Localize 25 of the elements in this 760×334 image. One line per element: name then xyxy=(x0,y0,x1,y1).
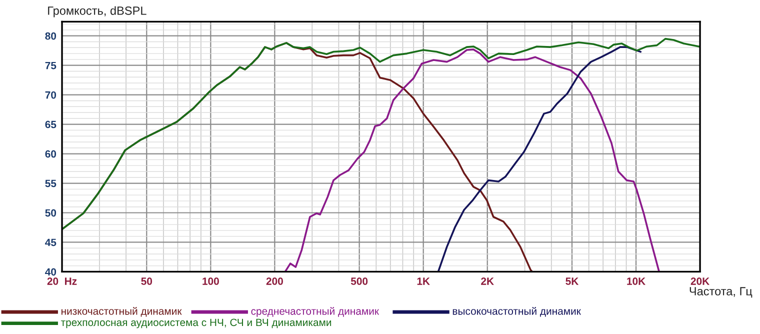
x-tick-label: 50 xyxy=(141,278,152,285)
y-tick-label: 40 xyxy=(45,268,56,276)
x-tick-label: 500 xyxy=(350,278,368,285)
text: трехполосная аудиосистема с НЧ, СЧ и ВЧ динамиками xyxy=(60,318,332,328)
text: высокочастотный динамик xyxy=(452,306,581,317)
y-tick-label: 75 xyxy=(45,62,56,70)
y-tick-label: 50 xyxy=(45,209,56,217)
x-tick-label: 200 xyxy=(266,278,283,285)
x-axis-title: Частота, Гц xyxy=(690,287,752,298)
x-tick-label: 2K xyxy=(481,278,494,285)
y-tick-label: 65 xyxy=(45,120,56,128)
text: среднечастотный динамик xyxy=(251,307,380,317)
y-tick-label: 55 xyxy=(45,180,56,188)
text: низкочастотный динамик xyxy=(62,306,182,317)
y-tick-label: 60 xyxy=(45,150,56,158)
x-tick-label: 100 xyxy=(202,278,219,285)
x-tick-label: 1K xyxy=(417,278,430,285)
y-tick-label: 80 xyxy=(45,32,56,40)
x-tick-label: 20 Hz xyxy=(47,278,77,285)
x-tick-label: 10K xyxy=(627,278,646,285)
y-tick-label: 70 xyxy=(45,91,56,99)
y-axis-title: Громкость, dBSPL xyxy=(48,6,146,18)
x-tick-label: 5K xyxy=(566,278,579,285)
x-tick-label: 20K xyxy=(690,278,710,285)
y-tick-label: 45 xyxy=(45,238,56,246)
